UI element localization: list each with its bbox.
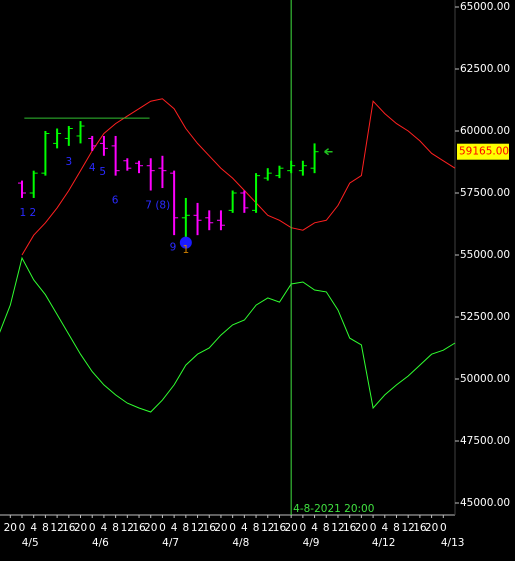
y-tick-label: 62500.00 <box>460 63 510 75</box>
x-tick-label: 12 <box>50 522 63 534</box>
x-tick-label: 20 <box>425 522 438 534</box>
wave-label: 5 <box>99 166 106 178</box>
y-tick-label: 52500.00 <box>460 311 510 323</box>
x-tick-label: 4 <box>171 522 178 534</box>
x-tick-label: 20 <box>144 522 157 534</box>
price-marker-box <box>457 143 509 160</box>
x-tick-label: 16 <box>273 522 287 534</box>
x-tick-label: 12 <box>331 522 344 534</box>
date-label: 4/13 <box>441 537 465 549</box>
cursor-label: 4-8-2021 20:00 <box>293 503 374 515</box>
band-line <box>0 256 456 413</box>
y-tick-label: 60000.00 <box>460 125 510 137</box>
x-tick-label: 20 <box>74 522 87 534</box>
price-arrow <box>324 148 333 156</box>
x-tick-label: 8 <box>393 522 400 534</box>
y-tick-label: 55000.00 <box>460 249 510 261</box>
date-label: 4/6 <box>92 537 109 549</box>
y-tick-label: 65000.00 <box>460 1 510 13</box>
x-tick-label: 16 <box>132 522 146 534</box>
x-tick-label: 4 <box>311 522 318 534</box>
y-tick-label: 57500.00 <box>460 187 510 199</box>
x-tick-label: 16 <box>413 522 427 534</box>
x-tick-label: 12 <box>121 522 134 534</box>
x-tick-label: 8 <box>42 522 49 534</box>
x-tick-label: 0 <box>229 522 236 534</box>
x-tick-label: 16 <box>203 522 217 534</box>
wave-label: 6 <box>112 194 119 206</box>
x-tick-label: 20 <box>4 522 17 534</box>
band-line <box>21 98 456 256</box>
x-tick-label: 0 <box>159 522 166 534</box>
x-tick-label: 20 <box>214 522 227 534</box>
wave-label: 1 2 <box>20 207 37 219</box>
date-label: 4/5 <box>22 537 39 549</box>
x-tick-label: 0 <box>89 522 96 534</box>
x-tick-label: 8 <box>323 522 330 534</box>
date-label: 4/7 <box>162 537 179 549</box>
x-tick-label: 0 <box>370 522 377 534</box>
y-tick-label: 50000.00 <box>460 373 510 385</box>
x-tick-label: 16 <box>343 522 357 534</box>
wave-label: 9 <box>170 242 177 254</box>
date-label: 4/8 <box>232 537 249 549</box>
x-tick-label: 12 <box>402 522 415 534</box>
date-label: 4/9 <box>303 537 320 549</box>
x-tick-label: 4 <box>241 522 248 534</box>
wave-label: 4 <box>89 162 96 174</box>
x-tick-label: 16 <box>62 522 76 534</box>
x-tick-label: 0 <box>19 522 26 534</box>
x-tick-label: 8 <box>253 522 260 534</box>
x-tick-label: 4 <box>101 522 108 534</box>
wave-label: 1 <box>182 244 189 256</box>
x-tick-label: 12 <box>191 522 204 534</box>
x-tick-label: 0 <box>300 522 307 534</box>
x-tick-label: 8 <box>112 522 119 534</box>
y-tick-label: 47500.00 <box>460 435 510 447</box>
wave-label: 7 (8) <box>145 199 170 211</box>
x-tick-label: 20 <box>284 522 297 534</box>
price-marker-label: 59165.00 <box>459 146 509 158</box>
x-tick-label: 8 <box>182 522 189 534</box>
x-tick-label: 20 <box>355 522 368 534</box>
y-tick-label: 45000.00 <box>460 497 510 509</box>
x-tick-label: 4 <box>30 522 37 534</box>
marker-dot <box>179 236 192 249</box>
x-tick-label: 0 <box>440 522 447 534</box>
x-tick-label: 12 <box>261 522 274 534</box>
x-tick-label: 4 <box>381 522 388 534</box>
date-label: 4/12 <box>372 537 396 549</box>
wave-label: 3 <box>65 156 72 168</box>
